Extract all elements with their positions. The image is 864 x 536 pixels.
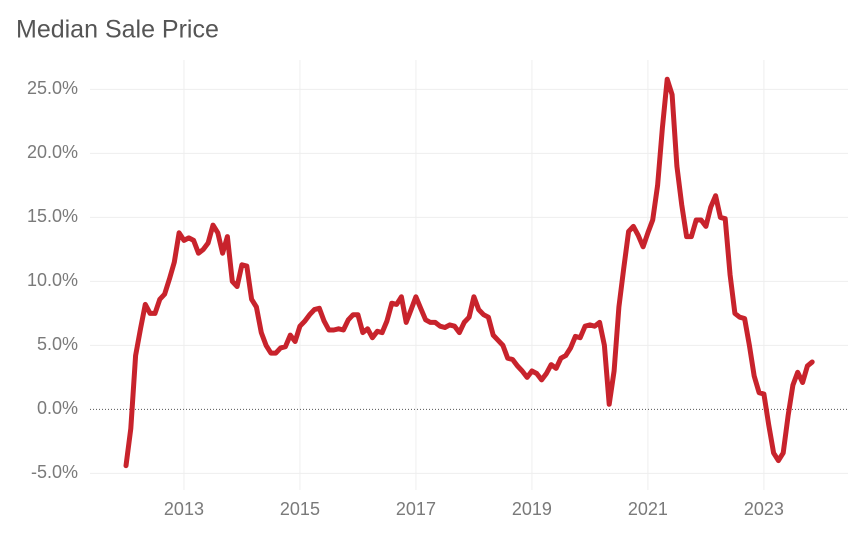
x-tick-label: 2019 — [512, 499, 552, 519]
x-tick-label: 2021 — [628, 499, 668, 519]
x-tick-label: 2013 — [164, 499, 204, 519]
x-tick-label: 2015 — [280, 499, 320, 519]
x-tick-label: 2017 — [396, 499, 436, 519]
chart-title: Median Sale Price — [16, 16, 219, 44]
data-line — [123, 76, 815, 469]
y-tick-label: 0.0% — [37, 398, 78, 418]
y-tick-label: 20.0% — [27, 142, 78, 162]
y-tick-label: 5.0% — [37, 334, 78, 354]
y-tick-label: 10.0% — [27, 270, 78, 290]
y-tick-label: 25.0% — [27, 78, 78, 98]
y-tick-label: 15.0% — [27, 206, 78, 226]
y-tick-label: -5.0% — [31, 462, 78, 482]
x-tick-label: 2023 — [744, 499, 784, 519]
